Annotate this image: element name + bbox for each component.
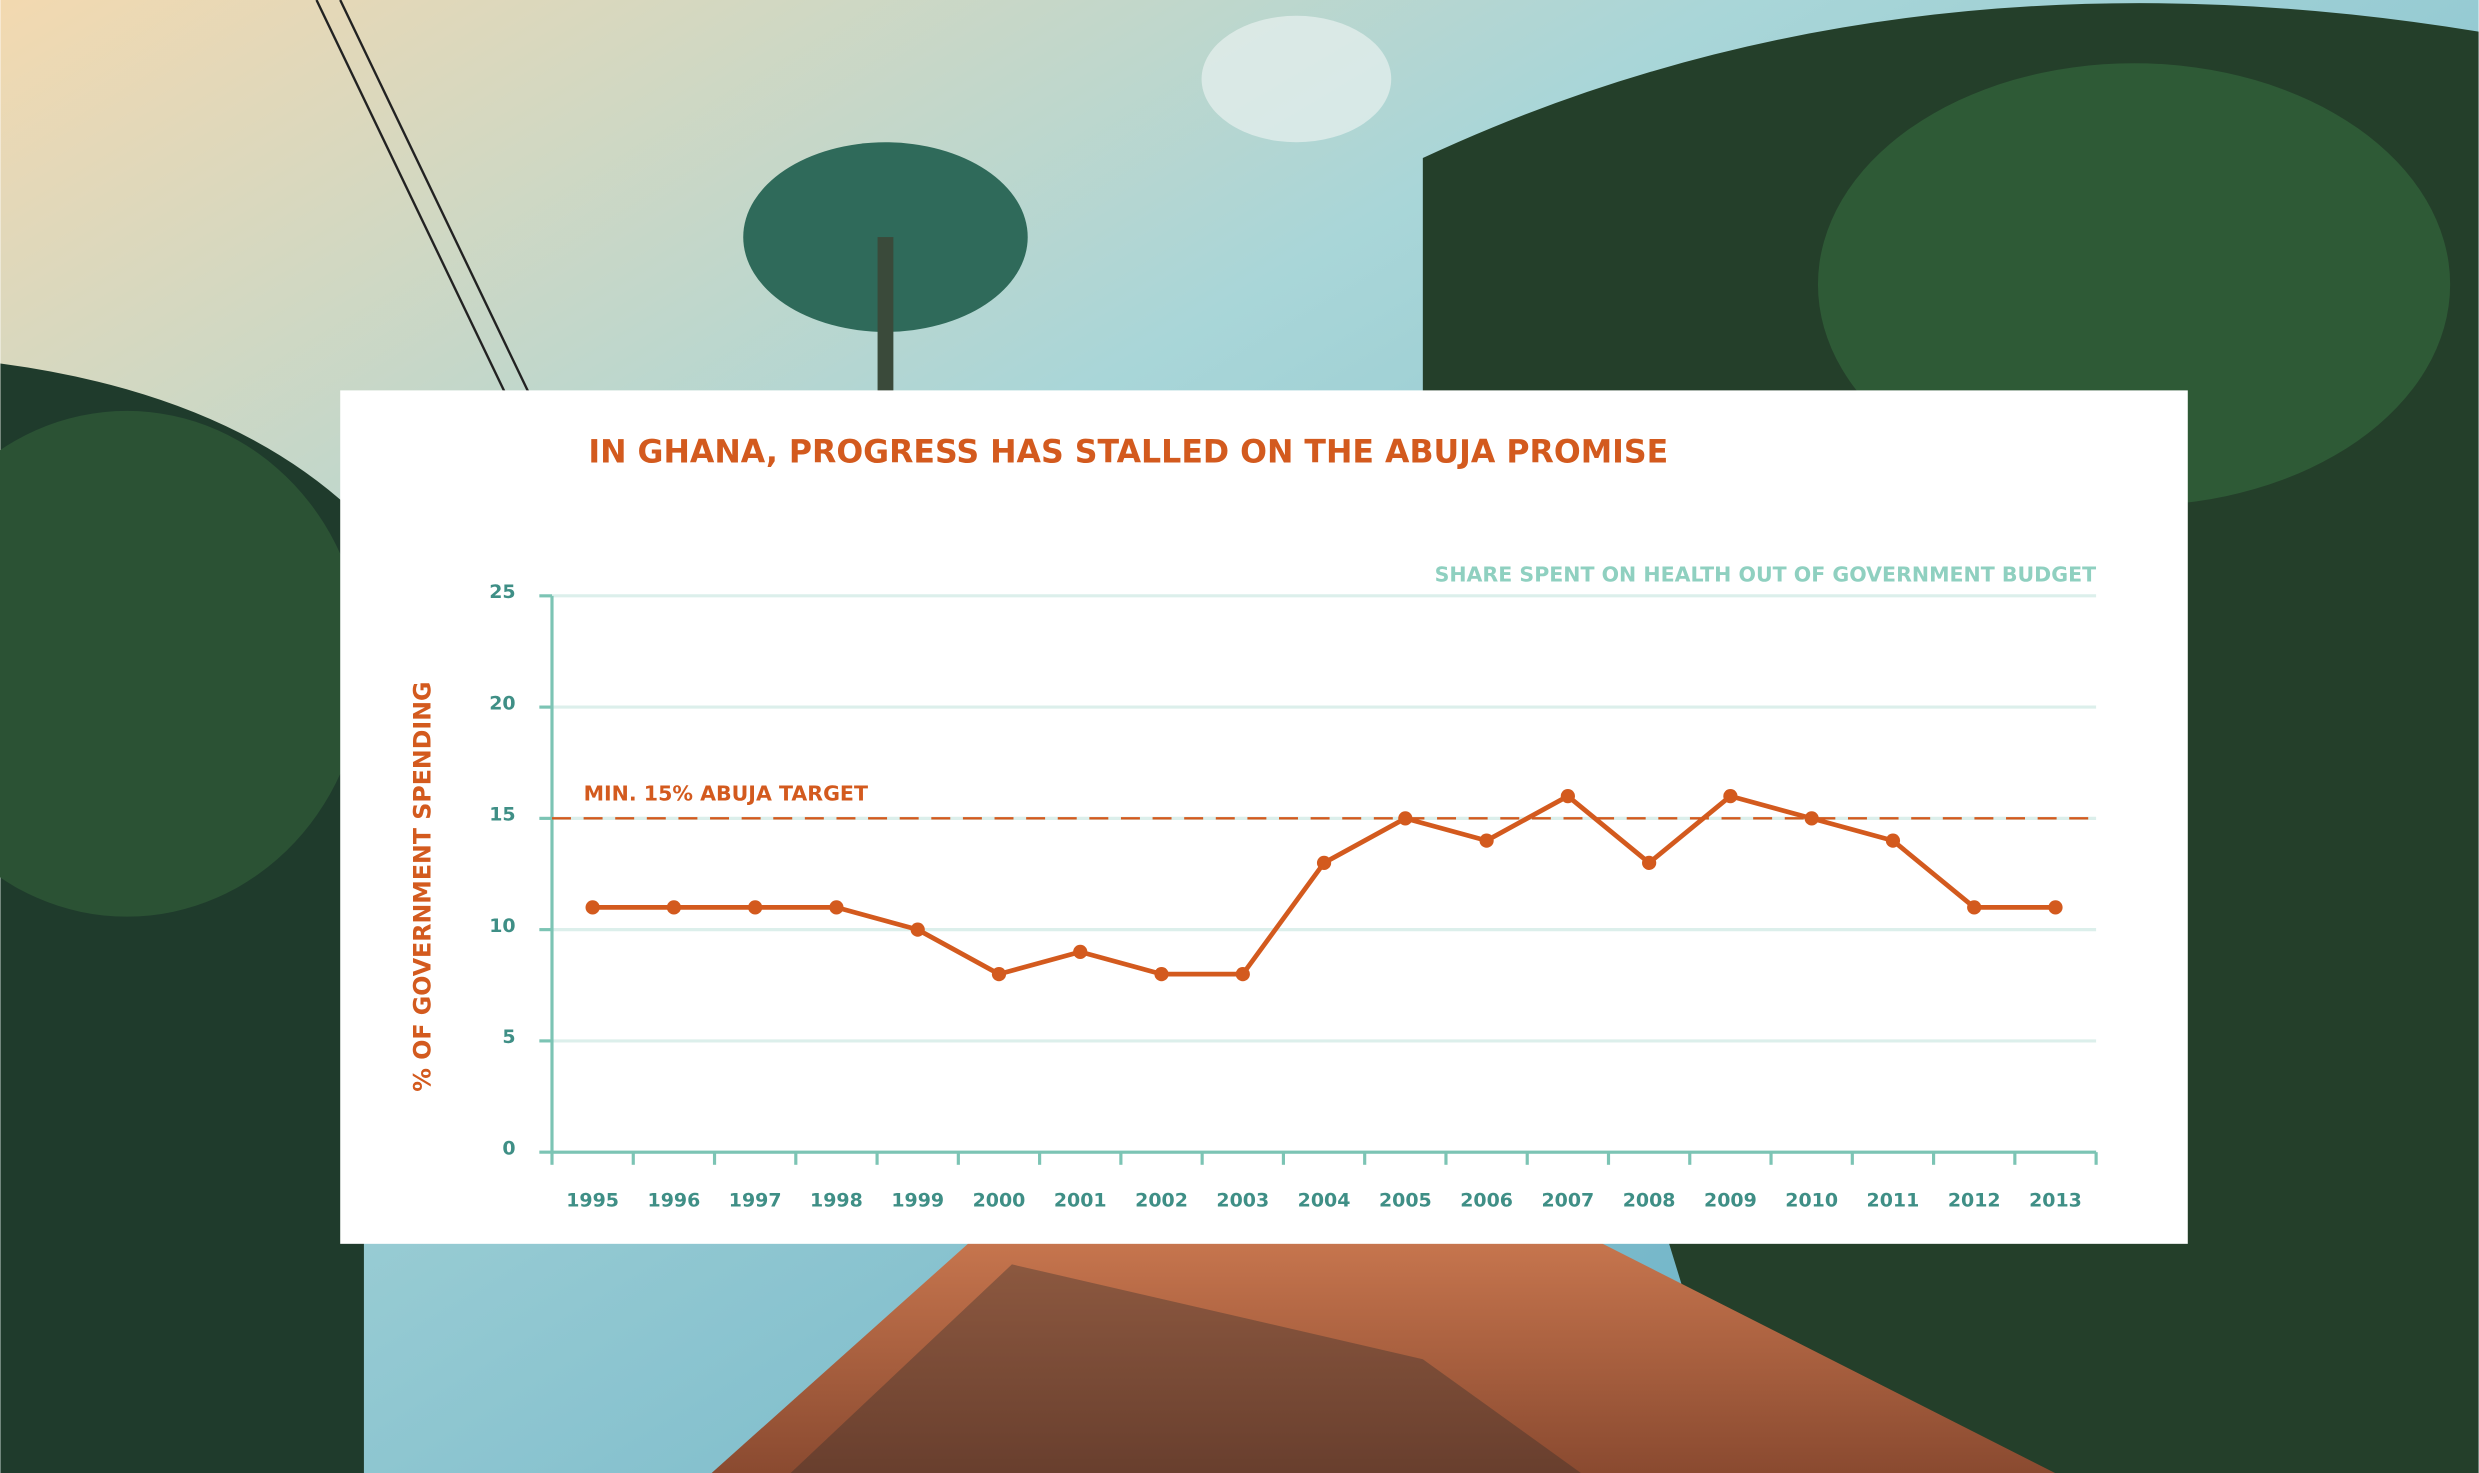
chart-subtitle: SHARE SPENT ON HEALTH OUT OF GOVERNMENT … xyxy=(1435,562,2097,586)
data-point xyxy=(829,900,844,915)
data-point xyxy=(1235,967,1250,982)
y-tick-label: 20 xyxy=(489,692,515,714)
data-point xyxy=(748,900,763,915)
x-tick-label: 1998 xyxy=(810,1190,863,1212)
data-point xyxy=(1804,811,1819,826)
x-tick-label: 2012 xyxy=(1948,1190,2001,1212)
data-point xyxy=(1154,967,1169,982)
y-tick-label: 15 xyxy=(489,804,515,826)
data-point xyxy=(910,922,925,937)
target-label: MIN. 15% ABUJA TARGET xyxy=(584,782,868,806)
chart-title: IN GHANA, PROGRESS HAS STALLED ON THE AB… xyxy=(588,435,1668,471)
x-tick-label: 2000 xyxy=(973,1190,1026,1212)
data-point xyxy=(1398,811,1413,826)
x-tick-label: 1996 xyxy=(648,1190,701,1212)
x-tick-label: 2003 xyxy=(1216,1190,1269,1212)
data-point xyxy=(1560,789,1575,804)
x-tick-label: 2006 xyxy=(1460,1190,1513,1212)
x-tick-label: 1997 xyxy=(729,1190,782,1212)
x-tick-label: 2013 xyxy=(2029,1190,2082,1212)
data-point xyxy=(1073,944,1088,959)
data-point xyxy=(991,967,1007,982)
data-point xyxy=(1723,789,1738,804)
data-point xyxy=(2048,900,2063,915)
x-tick-label: 2010 xyxy=(1785,1190,1838,1212)
data-point xyxy=(1967,900,1982,915)
y-axis-label: % OF GOVERNMENT SPENDING xyxy=(408,682,436,1092)
x-tick-label: 2009 xyxy=(1704,1190,1757,1212)
x-tick-label: 2002 xyxy=(1135,1190,1188,1212)
x-tick-label: 1999 xyxy=(891,1190,944,1212)
x-tick-label: 2007 xyxy=(1541,1190,1594,1212)
x-tick-label: 2011 xyxy=(1867,1190,1920,1212)
x-tick-label: 2005 xyxy=(1379,1190,1432,1212)
data-point xyxy=(666,900,682,915)
y-tick-label: 25 xyxy=(489,581,515,603)
data-point xyxy=(1316,855,1332,870)
y-tick-label: 10 xyxy=(489,915,515,937)
y-tick-label: 0 xyxy=(502,1138,515,1160)
x-tick-label: 2008 xyxy=(1623,1190,1676,1212)
data-point xyxy=(1885,833,1901,848)
x-tick-label: 2001 xyxy=(1054,1190,1107,1212)
data-point xyxy=(1642,855,1657,870)
y-tick-label: 5 xyxy=(502,1026,515,1048)
data-point xyxy=(585,900,600,915)
data-point xyxy=(1479,833,1494,848)
x-tick-label: 1995 xyxy=(566,1190,619,1212)
x-tick-label: 2004 xyxy=(1298,1190,1351,1212)
